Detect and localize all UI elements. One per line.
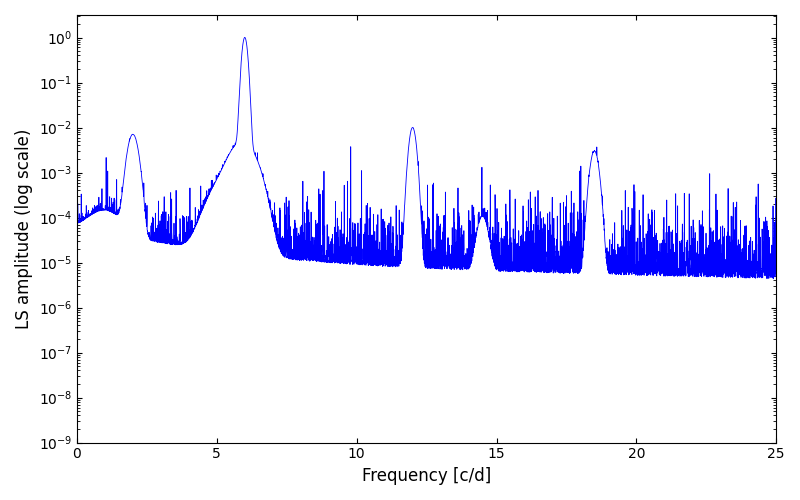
X-axis label: Frequency [c/d]: Frequency [c/d] bbox=[362, 467, 491, 485]
Y-axis label: LS amplitude (log scale): LS amplitude (log scale) bbox=[15, 128, 33, 329]
